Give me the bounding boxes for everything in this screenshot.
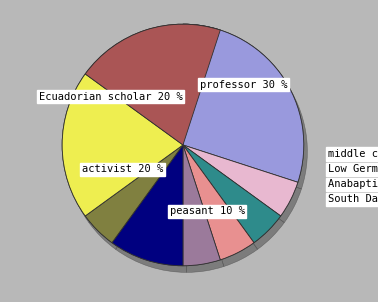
Wedge shape <box>187 152 257 266</box>
Wedge shape <box>187 31 307 189</box>
Text: middle child 5 %: middle child 5 % <box>328 149 378 159</box>
Text: Anabaptist 5 %: Anabaptist 5 % <box>328 179 378 189</box>
Text: professor 30 %: professor 30 % <box>200 79 287 90</box>
Text: activist 20 %: activist 20 % <box>82 164 163 174</box>
Wedge shape <box>116 152 187 272</box>
Wedge shape <box>62 74 183 216</box>
Wedge shape <box>183 145 220 266</box>
Wedge shape <box>89 152 187 249</box>
Wedge shape <box>85 24 220 145</box>
Wedge shape <box>183 145 281 243</box>
Wedge shape <box>187 152 224 272</box>
Wedge shape <box>183 24 304 182</box>
Wedge shape <box>187 152 284 249</box>
Wedge shape <box>85 145 183 243</box>
Wedge shape <box>183 145 298 216</box>
Text: Low German 5 %: Low German 5 % <box>328 164 378 174</box>
Wedge shape <box>183 24 304 182</box>
Text: Ecuadorian scholar 20 %: Ecuadorian scholar 20 % <box>39 92 182 102</box>
Wedge shape <box>183 145 220 266</box>
Wedge shape <box>89 31 224 152</box>
Wedge shape <box>183 145 281 243</box>
Wedge shape <box>62 74 183 216</box>
Wedge shape <box>112 145 183 266</box>
Text: peasant 10 %: peasant 10 % <box>170 206 245 217</box>
Wedge shape <box>183 145 254 260</box>
Wedge shape <box>85 145 183 243</box>
Wedge shape <box>112 145 183 266</box>
Wedge shape <box>85 24 220 145</box>
Wedge shape <box>183 145 254 260</box>
Wedge shape <box>187 152 302 223</box>
Wedge shape <box>183 145 298 216</box>
Text: South Dakota 5 %: South Dakota 5 % <box>328 194 378 204</box>
Wedge shape <box>66 81 187 223</box>
